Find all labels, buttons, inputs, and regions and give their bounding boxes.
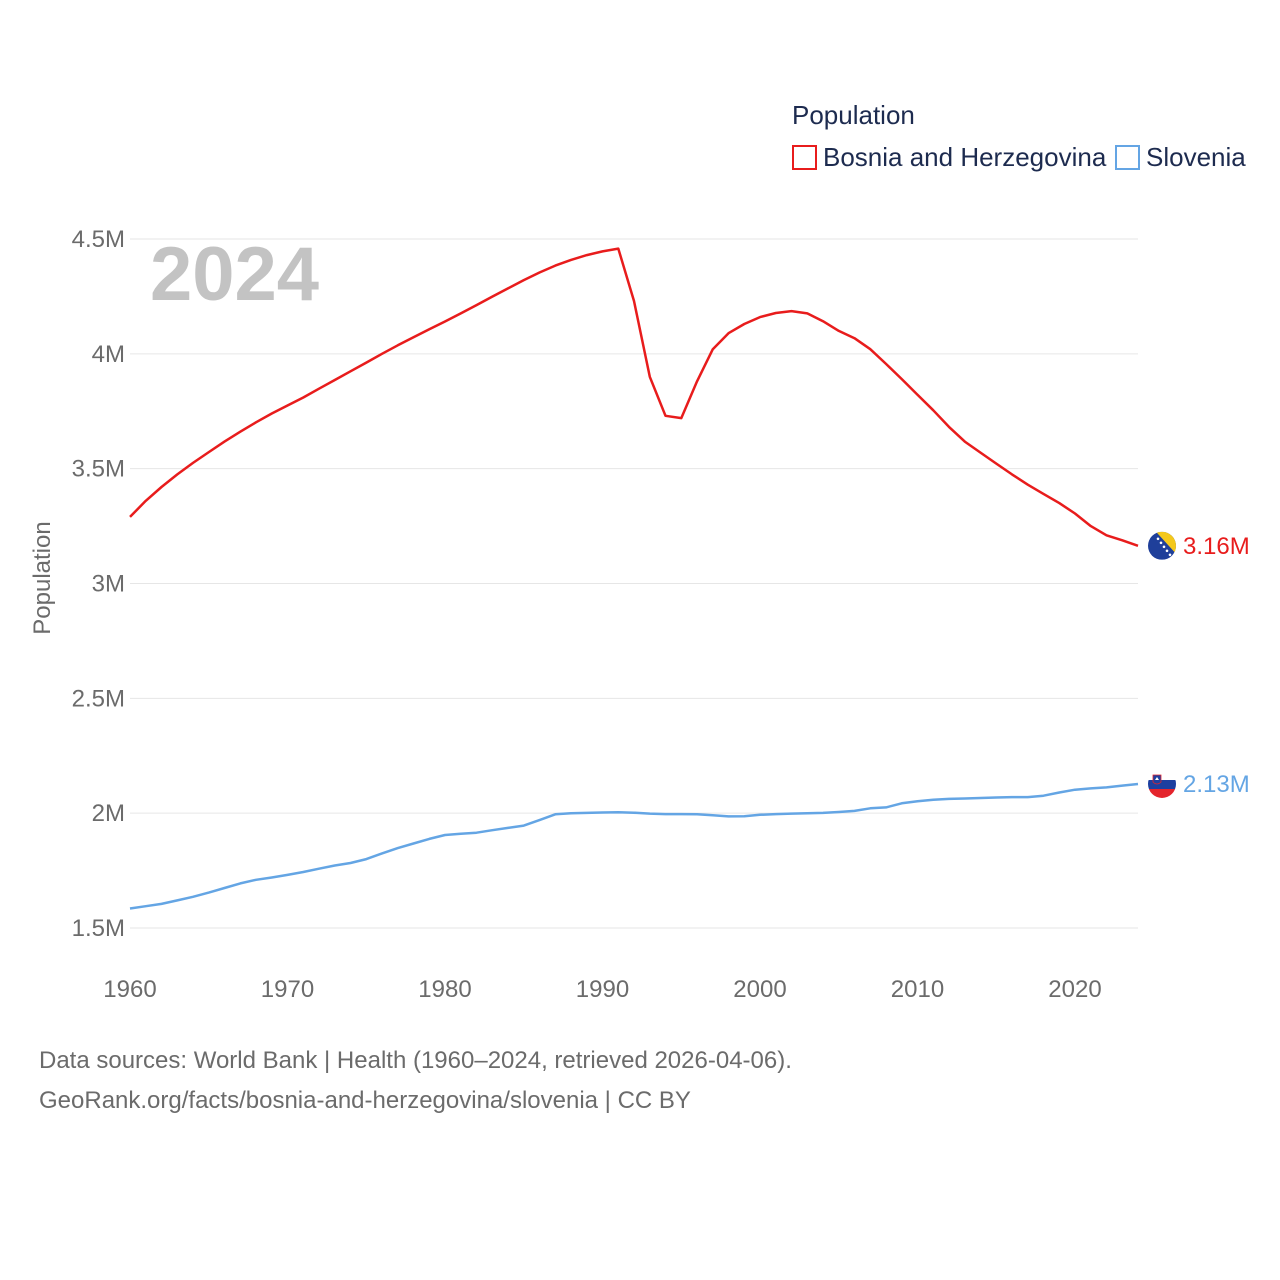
y-tick-label: 3M <box>92 571 125 598</box>
gridlines <box>130 238 1138 929</box>
x-tick-label: 1960 <box>103 976 156 1003</box>
legend-item-slovenia[interactable]: Slovenia <box>1115 142 1246 172</box>
legend-swatch-slovenia <box>1115 145 1140 170</box>
x-axis-ticks: 1960 1970 1980 1990 2000 2010 2020 <box>103 976 1101 1003</box>
end-value-slovenia: 2.13M <box>1183 771 1250 798</box>
x-tick-label: 1980 <box>418 976 471 1003</box>
end-value-bosnia: 3.16M <box>1183 533 1250 560</box>
y-axis-ticks: 1.5M 2M 2.5M 3M 3.5M 4M 4.5M <box>72 226 125 942</box>
x-tick-label: 2010 <box>891 976 944 1003</box>
y-tick-label: 1.5M <box>72 915 125 942</box>
x-tick-label: 2000 <box>733 976 786 1003</box>
legend-label-slovenia: Slovenia <box>1146 142 1246 172</box>
legend-swatch-bosnia <box>792 145 817 170</box>
source-note: Data sources: World Bank | Health (1960–… <box>39 1047 792 1074</box>
year-label: 2024 <box>150 232 319 317</box>
y-tick-label: 2.5M <box>72 685 125 712</box>
series-line-bosnia <box>129 247 1139 547</box>
x-tick-label: 1990 <box>576 976 629 1003</box>
slovenia-flag-icon <box>1148 770 1176 798</box>
legend-label-bosnia: Bosnia and Herzegovina <box>823 142 1107 172</box>
legend-title: Population <box>792 100 915 130</box>
legend-item-bosnia[interactable]: Bosnia and Herzegovina <box>792 142 1107 172</box>
y-tick-label: 4M <box>92 341 125 368</box>
series-line-slovenia <box>129 782 1139 910</box>
y-tick-label: 2M <box>92 800 125 827</box>
y-tick-label: 3.5M <box>72 456 125 483</box>
bosnia-flag-icon <box>1148 531 1176 560</box>
x-tick-label: 2020 <box>1048 976 1101 1003</box>
source-link[interactable]: GeoRank.org/facts/bosnia-and-herzegovina… <box>39 1087 691 1114</box>
legend: Population Bosnia and Herzegovina Sloven… <box>792 100 1246 172</box>
y-tick-label: 4.5M <box>72 226 125 253</box>
y-axis-title: Population <box>29 521 56 634</box>
x-tick-label: 1970 <box>261 976 314 1003</box>
